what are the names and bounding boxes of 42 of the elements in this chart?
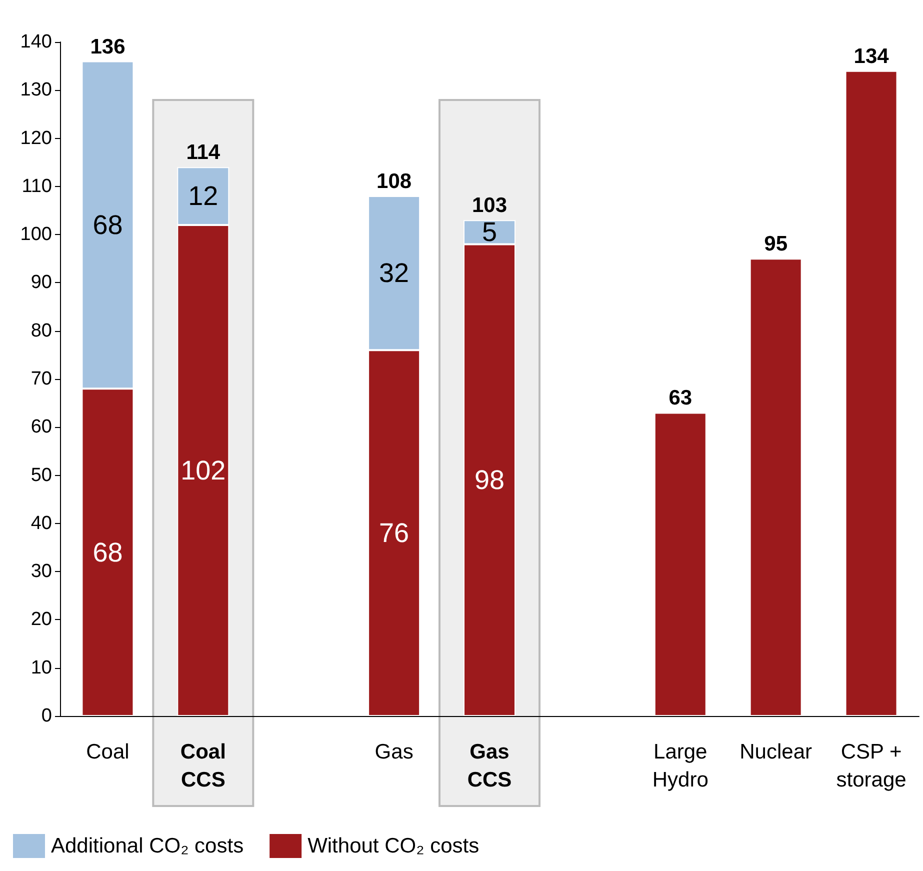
total-label: 95 xyxy=(764,232,788,256)
bar xyxy=(750,258,802,716)
data-label: 102 xyxy=(180,455,226,486)
legend-label: Additional CO₂ costs xyxy=(51,834,244,858)
data-label: 68 xyxy=(92,537,123,568)
total-label: 134 xyxy=(854,44,890,68)
y-tick-label: 30 xyxy=(30,561,52,582)
bar xyxy=(845,70,898,716)
total-label: 63 xyxy=(668,386,692,410)
y-tick-label: 50 xyxy=(30,464,52,486)
data-label: 5 xyxy=(482,217,498,248)
x-tick-label: Coal CCS xyxy=(180,740,226,792)
y-tick-label: 10 xyxy=(30,657,52,678)
y-tick-label: 40 xyxy=(30,512,52,534)
x-tick-label: Gas xyxy=(374,740,414,764)
total-label: 103 xyxy=(472,194,508,218)
y-tick-label: 70 xyxy=(30,368,52,390)
y-tick-label: 90 xyxy=(30,272,52,294)
x-tick-label: Nuclear xyxy=(740,740,812,764)
y-tick-label: 20 xyxy=(30,609,52,630)
total-label: 108 xyxy=(376,170,412,194)
data-label: 76 xyxy=(379,518,410,548)
y-tick-label: 100 xyxy=(20,224,52,246)
bar xyxy=(654,412,706,716)
data-label: 32 xyxy=(379,258,410,288)
x-tick-label: Coal xyxy=(86,740,130,764)
y-tick-label: 120 xyxy=(20,128,52,149)
y-tick-label: 110 xyxy=(22,176,52,197)
y-tick-label: 0 xyxy=(41,706,52,726)
x-tick-label: Gas CCS xyxy=(467,740,512,792)
data-label: 98 xyxy=(474,465,505,496)
y-tick-label: 80 xyxy=(30,320,52,342)
data-label: 68 xyxy=(92,210,123,240)
y-tick-label: 140 xyxy=(20,32,52,52)
x-tick-label: CSP + storage xyxy=(836,740,906,792)
y-tick-label: 130 xyxy=(20,80,52,101)
data-label: 12 xyxy=(188,181,218,212)
total-label: 136 xyxy=(90,35,126,58)
x-tick-label: Large Hydro xyxy=(652,740,708,792)
legend-label: Without CO₂ costs xyxy=(308,834,480,858)
y-tick-label: 60 xyxy=(30,416,52,438)
total-label: 114 xyxy=(186,141,220,164)
